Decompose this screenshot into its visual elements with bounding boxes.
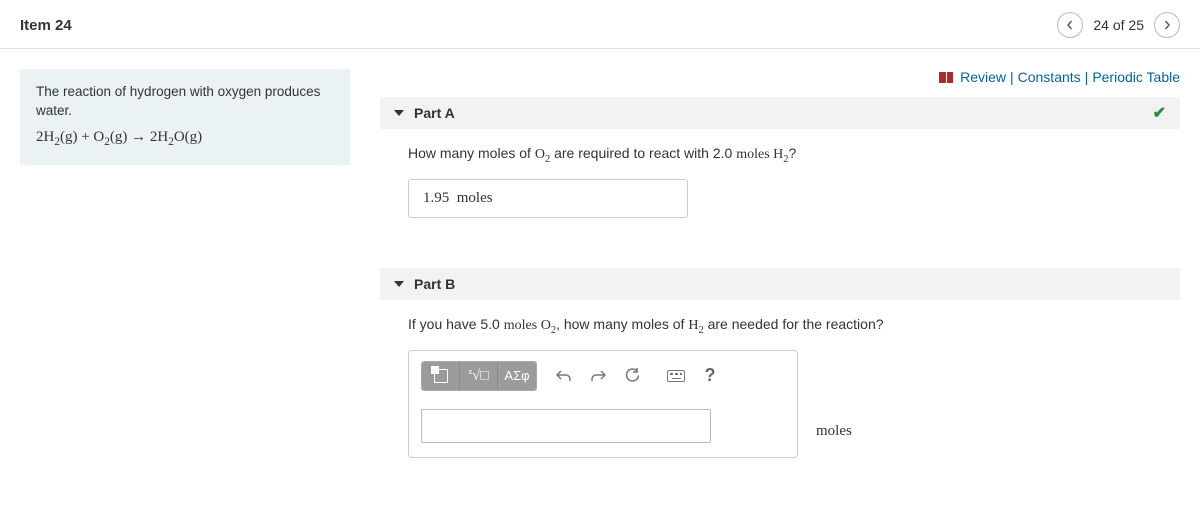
constants-link[interactable]: Constants bbox=[1018, 69, 1081, 85]
part-a-question: How many moles of O2 are required to rea… bbox=[408, 145, 1160, 165]
undo-button[interactable] bbox=[547, 362, 581, 390]
part-a: Part A ✔ How many moles of O2 are requir… bbox=[380, 97, 1180, 228]
part-b-header[interactable]: Part B bbox=[380, 268, 1180, 300]
chevron-left-icon bbox=[1065, 20, 1075, 30]
answer-value: 1.95 bbox=[423, 190, 449, 206]
q-text: moles bbox=[504, 318, 537, 333]
help-button[interactable]: ? bbox=[693, 362, 727, 390]
template-icon bbox=[434, 369, 448, 383]
reset-icon bbox=[625, 368, 640, 383]
sqrt-button[interactable]: x√□ bbox=[460, 362, 498, 390]
link-separator: | bbox=[1085, 69, 1089, 85]
q-text: O bbox=[537, 318, 551, 333]
greek-button[interactable]: ΑΣφ bbox=[498, 362, 536, 390]
part-a-title: Part A bbox=[414, 105, 455, 121]
next-button[interactable] bbox=[1154, 12, 1180, 38]
part-b-answer-input[interactable] bbox=[421, 409, 711, 443]
review-link[interactable]: Review bbox=[960, 69, 1006, 85]
template-button[interactable] bbox=[422, 362, 460, 390]
problem-equation: 2H2(g) + O2(g) → 2H2O(g) bbox=[36, 127, 334, 151]
toolbar-group: x√□ ΑΣφ bbox=[421, 361, 537, 391]
sqrt-icon: x√□ bbox=[468, 367, 488, 385]
q-text: ? bbox=[789, 145, 797, 161]
check-icon: ✔ bbox=[1153, 103, 1166, 123]
problem-statement: The reaction of hydrogen with oxygen pro… bbox=[20, 69, 350, 165]
keyboard-icon bbox=[667, 370, 685, 382]
periodic-table-link[interactable]: Periodic Table bbox=[1092, 69, 1180, 85]
q-text: are needed for the reaction? bbox=[704, 316, 884, 332]
q-text: moles bbox=[736, 147, 769, 162]
q-text: If you have 5.0 bbox=[408, 316, 504, 332]
equation-toolbar: x√□ ΑΣφ bbox=[421, 361, 785, 391]
part-a-answer: 1.95 moles bbox=[408, 179, 688, 218]
q-text: H bbox=[688, 318, 698, 333]
item-title: Item 24 bbox=[20, 17, 72, 34]
link-separator: | bbox=[1010, 69, 1014, 85]
collapse-icon[interactable] bbox=[394, 110, 404, 116]
part-b-question: If you have 5.0 moles O2, how many moles… bbox=[408, 316, 1160, 336]
reset-button[interactable] bbox=[615, 362, 649, 390]
q-text: , how many moles of bbox=[556, 316, 688, 332]
answer-input-panel: x√□ ΑΣφ bbox=[408, 350, 798, 458]
q-text: are required to react with 2.0 bbox=[550, 145, 736, 161]
undo-icon bbox=[556, 369, 572, 383]
part-a-header[interactable]: Part A ✔ bbox=[380, 97, 1180, 129]
chevron-right-icon bbox=[1162, 20, 1172, 30]
collapse-icon[interactable] bbox=[394, 281, 404, 287]
redo-button[interactable] bbox=[581, 362, 615, 390]
q-text: H bbox=[770, 147, 784, 162]
pager: 24 of 25 bbox=[1057, 12, 1180, 38]
part-b: Part B If you have 5.0 moles O2, how man… bbox=[380, 268, 1180, 468]
redo-icon bbox=[590, 369, 606, 383]
problem-intro: The reaction of hydrogen with oxygen pro… bbox=[36, 83, 334, 121]
top-links: Review | Constants | Periodic Table bbox=[380, 69, 1180, 85]
book-icon bbox=[939, 72, 953, 83]
answer-unit: moles bbox=[457, 190, 493, 206]
q-text: How many moles of bbox=[408, 145, 535, 161]
q-text: O bbox=[535, 147, 545, 162]
prev-button[interactable] bbox=[1057, 12, 1083, 38]
part-b-title: Part B bbox=[414, 276, 455, 292]
keyboard-button[interactable] bbox=[659, 362, 693, 390]
pager-text: 24 of 25 bbox=[1093, 17, 1144, 33]
part-b-unit-label: moles bbox=[816, 423, 852, 440]
